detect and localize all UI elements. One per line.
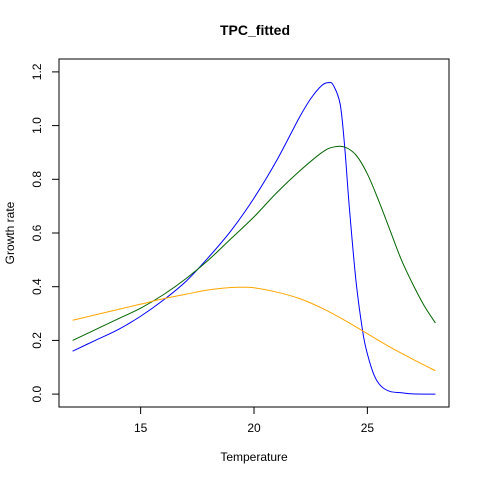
- x-tick-label: 20: [247, 421, 261, 435]
- y-tick-label: 1.2: [30, 63, 44, 80]
- series-layer: [72, 82, 436, 395]
- y-tick-label: 0.0: [30, 385, 44, 402]
- y-tick-label: 1.0: [30, 117, 44, 134]
- series-line-1: [72, 82, 436, 395]
- y-tick-label: 0.2: [30, 332, 44, 349]
- x-tick-label: 15: [134, 421, 148, 435]
- series-line-3: [72, 286, 436, 372]
- y-tick-label: 0.8: [30, 171, 44, 188]
- y-tick-label: 0.6: [30, 224, 44, 241]
- chart-title: TPC_fitted: [220, 22, 290, 38]
- x-tick-label: 25: [361, 421, 375, 435]
- y-axis: 0.0 0.2 0.4 0.6 0.8 1.0 1.2: [30, 63, 60, 402]
- y-tick-label: 0.4: [30, 278, 44, 295]
- x-axis-label: Temperature: [220, 450, 288, 464]
- x-axis: 15 20 25: [134, 406, 375, 435]
- y-axis-label: Growth rate: [3, 201, 17, 264]
